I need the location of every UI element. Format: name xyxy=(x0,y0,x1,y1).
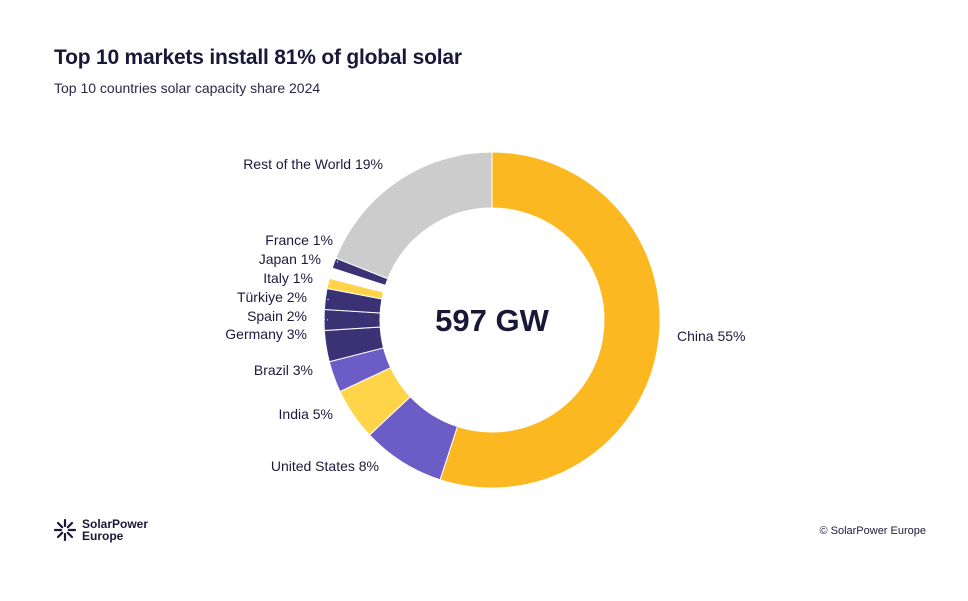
label-united-states: United States 8% xyxy=(271,458,379,474)
leader-line-spain xyxy=(309,315,329,321)
logo-line-1: SolarPower xyxy=(82,517,149,531)
slice-china xyxy=(439,151,661,489)
solarpower-europe-logo: SolarPower Europe xyxy=(54,518,148,542)
label-rest-of-the-world: Rest of the World 19% xyxy=(243,156,383,172)
label-spain: Spain 2% xyxy=(247,308,307,324)
label-italy: Italy 1% xyxy=(263,270,313,286)
label-japan: Japan 1% xyxy=(259,251,321,267)
slice-rest-of-the-world xyxy=(335,151,493,280)
label-china: China 55% xyxy=(677,328,746,344)
chart-subtitle: Top 10 countries solar capacity share 20… xyxy=(54,80,321,96)
label-india: India 5% xyxy=(279,406,333,422)
center-total-label: 597 GW xyxy=(435,303,549,338)
slice-labels: China 55% United States 8% India 5% Brazil … xyxy=(225,156,745,474)
copyright-notice: © SolarPower Europe xyxy=(819,525,926,537)
leader-line-japan xyxy=(323,258,335,275)
logo-line-2: Europe xyxy=(82,529,124,543)
label-brazil: Brazil 3% xyxy=(254,362,313,378)
leader-lines xyxy=(309,239,339,321)
chart-title: Top 10 markets install 81% of global sol… xyxy=(54,46,462,69)
leader-line-france xyxy=(335,239,339,265)
donut-slices xyxy=(323,151,661,489)
label-germany: Germany 3% xyxy=(225,326,307,342)
label-france: France 1% xyxy=(265,232,333,248)
label-t-rkiye: Türkiye 2% xyxy=(237,289,307,305)
leader-line-italy xyxy=(315,277,333,285)
sun-icon xyxy=(54,519,76,541)
